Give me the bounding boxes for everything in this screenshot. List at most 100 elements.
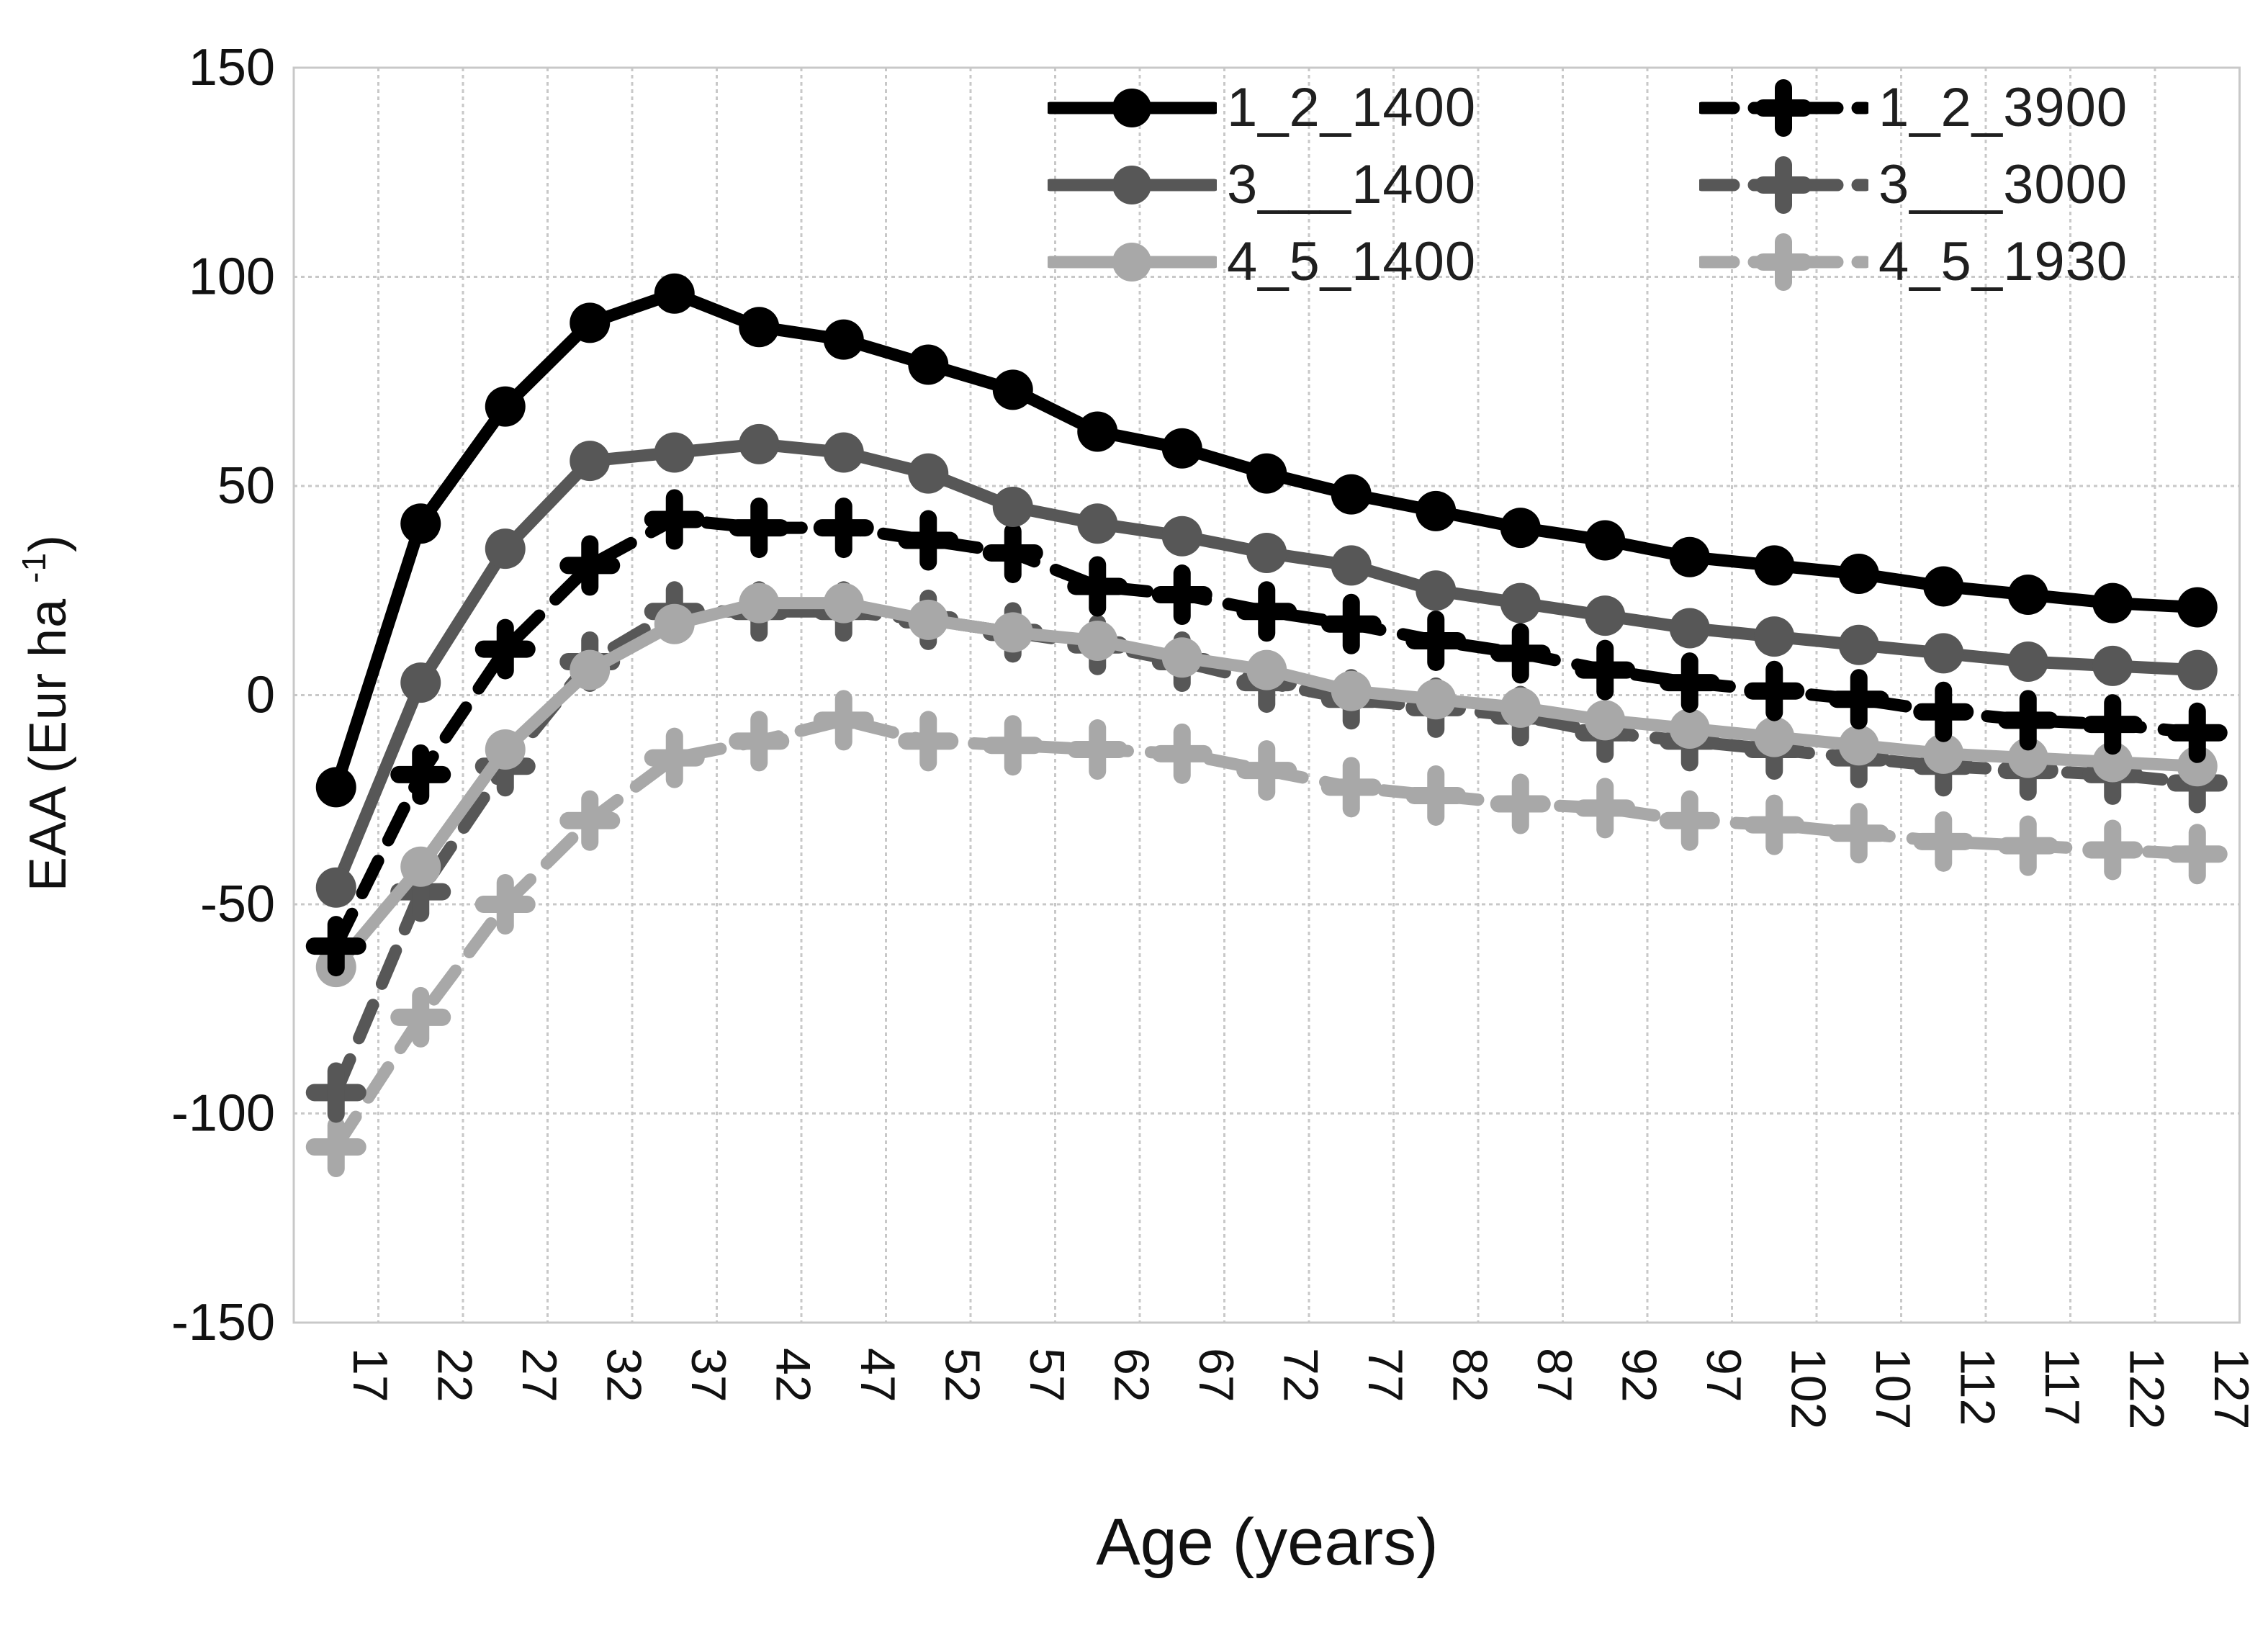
x-axis-title: Age (years)	[1096, 1505, 1439, 1579]
data-point-4_5_1400-122	[2092, 742, 2133, 783]
data-point-4_5_1930-77	[1320, 757, 1382, 818]
y-axis-title-superscript: -1	[15, 552, 53, 583]
x-tick-label-17: 17	[343, 1348, 397, 1403]
legend-label-3___3000: 3___3000	[1878, 154, 2128, 215]
data-point-4_5_1400-82	[1416, 679, 1457, 720]
data-point-4_5_1400-92	[1585, 700, 1626, 741]
data-point-4_5_1930-52	[898, 711, 959, 772]
data-point-1_2_1400-92	[1585, 520, 1626, 561]
data-point-4_5_1930-97	[1659, 790, 1720, 851]
y-tick-label-100: 100	[189, 248, 275, 306]
data-point-1_2_3900-117	[1997, 690, 2058, 751]
data-point-1_2_3900-57	[982, 522, 1043, 583]
data-point-1_2_3900-22	[390, 744, 451, 805]
data-point-3___1400-22	[400, 662, 441, 703]
data-point-3___1400-67	[1161, 516, 1202, 557]
x-tick-label-67: 67	[1189, 1348, 1243, 1403]
data-point-4_5_1400-67	[1161, 637, 1202, 678]
series-4_5_1400	[315, 582, 2218, 988]
data-point-1_2_1400-62	[1077, 411, 1118, 452]
data-point-1_2_3900-67	[1151, 564, 1212, 626]
data-point-1_2_3900-72	[1236, 581, 1297, 642]
data-point-1_2_1400-77	[1331, 474, 1372, 515]
legend-label-4_5_1400: 4_5_1400	[1227, 231, 1477, 292]
series-1_2_1400	[315, 273, 2218, 808]
data-point-3___1400-57	[992, 487, 1033, 528]
data-point-1_2_1400-112	[1923, 566, 1964, 607]
legend-item-1_2_1400: 1_2_1400	[1048, 73, 1699, 143]
data-point-3___1400-27	[485, 528, 526, 570]
y-tick-label--150: -150	[171, 1294, 275, 1351]
data-point-4_5_1930-72	[1236, 740, 1297, 801]
legend-item-4_5_1400: 4_5_1400	[1048, 228, 1699, 297]
y-tick-label--100: -100	[171, 1085, 275, 1143]
x-tick-label-82: 82	[1442, 1348, 1497, 1403]
data-point-1_2_3900-112	[1913, 681, 1974, 742]
data-point-3___1400-112	[1923, 633, 1964, 674]
data-point-3___1400-32	[570, 441, 611, 482]
x-tick-label-102: 102	[1781, 1348, 1835, 1429]
legend: 1_2_1400 1_2_3900 3___1400 3___3000 4_5_1400…	[1048, 69, 2128, 300]
data-point-1_2_3900-97	[1659, 652, 1720, 714]
data-point-4_5_1930-37	[644, 727, 705, 788]
data-point-4_5_1930-57	[982, 715, 1043, 776]
data-point-3___1400-42	[739, 423, 780, 464]
data-point-1_2_3900-77	[1320, 593, 1382, 654]
data-point-1_2_3900-62	[1067, 556, 1128, 617]
data-point-4_5_1930-112	[1913, 811, 1974, 872]
data-point-1_2_3900-17	[305, 916, 366, 977]
data-point-4_5_1930-62	[1067, 719, 1128, 780]
legend-label-1_2_1400: 1_2_1400	[1227, 77, 1477, 138]
data-point-4_5_1930-87	[1490, 773, 1551, 834]
data-point-4_5_1400-57	[992, 612, 1033, 653]
data-point-4_5_1930-127	[2166, 824, 2228, 885]
x-tick-label-27: 27	[512, 1348, 567, 1403]
data-point-3___1400-82	[1416, 570, 1457, 611]
series-4_5_1930	[305, 690, 2228, 1177]
data-point-4_5_1400-127	[2177, 746, 2218, 787]
data-point-4_5_1400-27	[485, 729, 526, 770]
y-axis-title-close: )	[19, 534, 77, 552]
y-axis-tick-labels: 150 100 50 0 -50 -100 -150	[171, 39, 275, 1351]
legend-label-3___1400: 3___1400	[1227, 154, 1477, 215]
data-point-1_2_1400-97	[1669, 536, 1710, 577]
data-point-1_2_1400-102	[1754, 545, 1795, 586]
legend-label-1_2_3900: 1_2_3900	[1878, 77, 2128, 138]
data-point-1_2_1400-52	[908, 344, 949, 385]
y-tick-label--50: -50	[200, 875, 275, 933]
data-point-1_2_3900-47	[813, 498, 874, 559]
data-point-4_5_1930-32	[559, 790, 621, 851]
data-point-4_5_1930-102	[1744, 794, 1805, 855]
data-point-4_5_1400-117	[2007, 737, 2048, 778]
data-point-1_2_1400-17	[315, 767, 356, 808]
data-point-1_2_3900-122	[2082, 694, 2143, 755]
data-point-1_2_1400-107	[1838, 554, 1879, 595]
data-point-4_5_1930-122	[2082, 819, 2143, 881]
data-point-1_2_3900-92	[1575, 639, 1636, 701]
data-point-4_5_1400-22	[400, 846, 441, 887]
data-point-3___1400-17	[315, 867, 356, 908]
data-point-3___1400-107	[1838, 624, 1879, 665]
data-point-3___1400-122	[2092, 645, 2133, 686]
data-point-4_5_1400-97	[1669, 708, 1710, 749]
data-point-4_5_1400-37	[654, 603, 695, 644]
data-point-4_5_1930-27	[474, 874, 536, 935]
legend-sample-dashed-line	[1699, 156, 1868, 214]
legend-item-4_5_1930: 4_5_1930	[1699, 228, 2128, 297]
y-tick-label-0: 0	[246, 667, 275, 724]
x-tick-label-72: 72	[1273, 1348, 1328, 1403]
data-point-4_5_1930-92	[1575, 778, 1636, 839]
legend-sample-solid-line	[1048, 165, 1217, 204]
legend-sample-dashed-line	[1699, 78, 1868, 137]
data-point-1_2_3900-107	[1828, 669, 1889, 730]
data-point-4_5_1930-107	[1828, 803, 1889, 864]
legend-item-3___1400: 3___1400	[1048, 150, 1699, 220]
data-point-3___1400-92	[1585, 595, 1626, 636]
x-tick-label-47: 47	[850, 1348, 905, 1403]
data-point-1_2_1400-67	[1161, 428, 1202, 469]
legend-item-3___3000: 3___3000	[1699, 150, 2128, 220]
y-tick-label-50: 50	[217, 457, 275, 515]
data-point-3___1400-52	[908, 453, 949, 494]
data-point-1_2_3900-27	[474, 618, 536, 680]
